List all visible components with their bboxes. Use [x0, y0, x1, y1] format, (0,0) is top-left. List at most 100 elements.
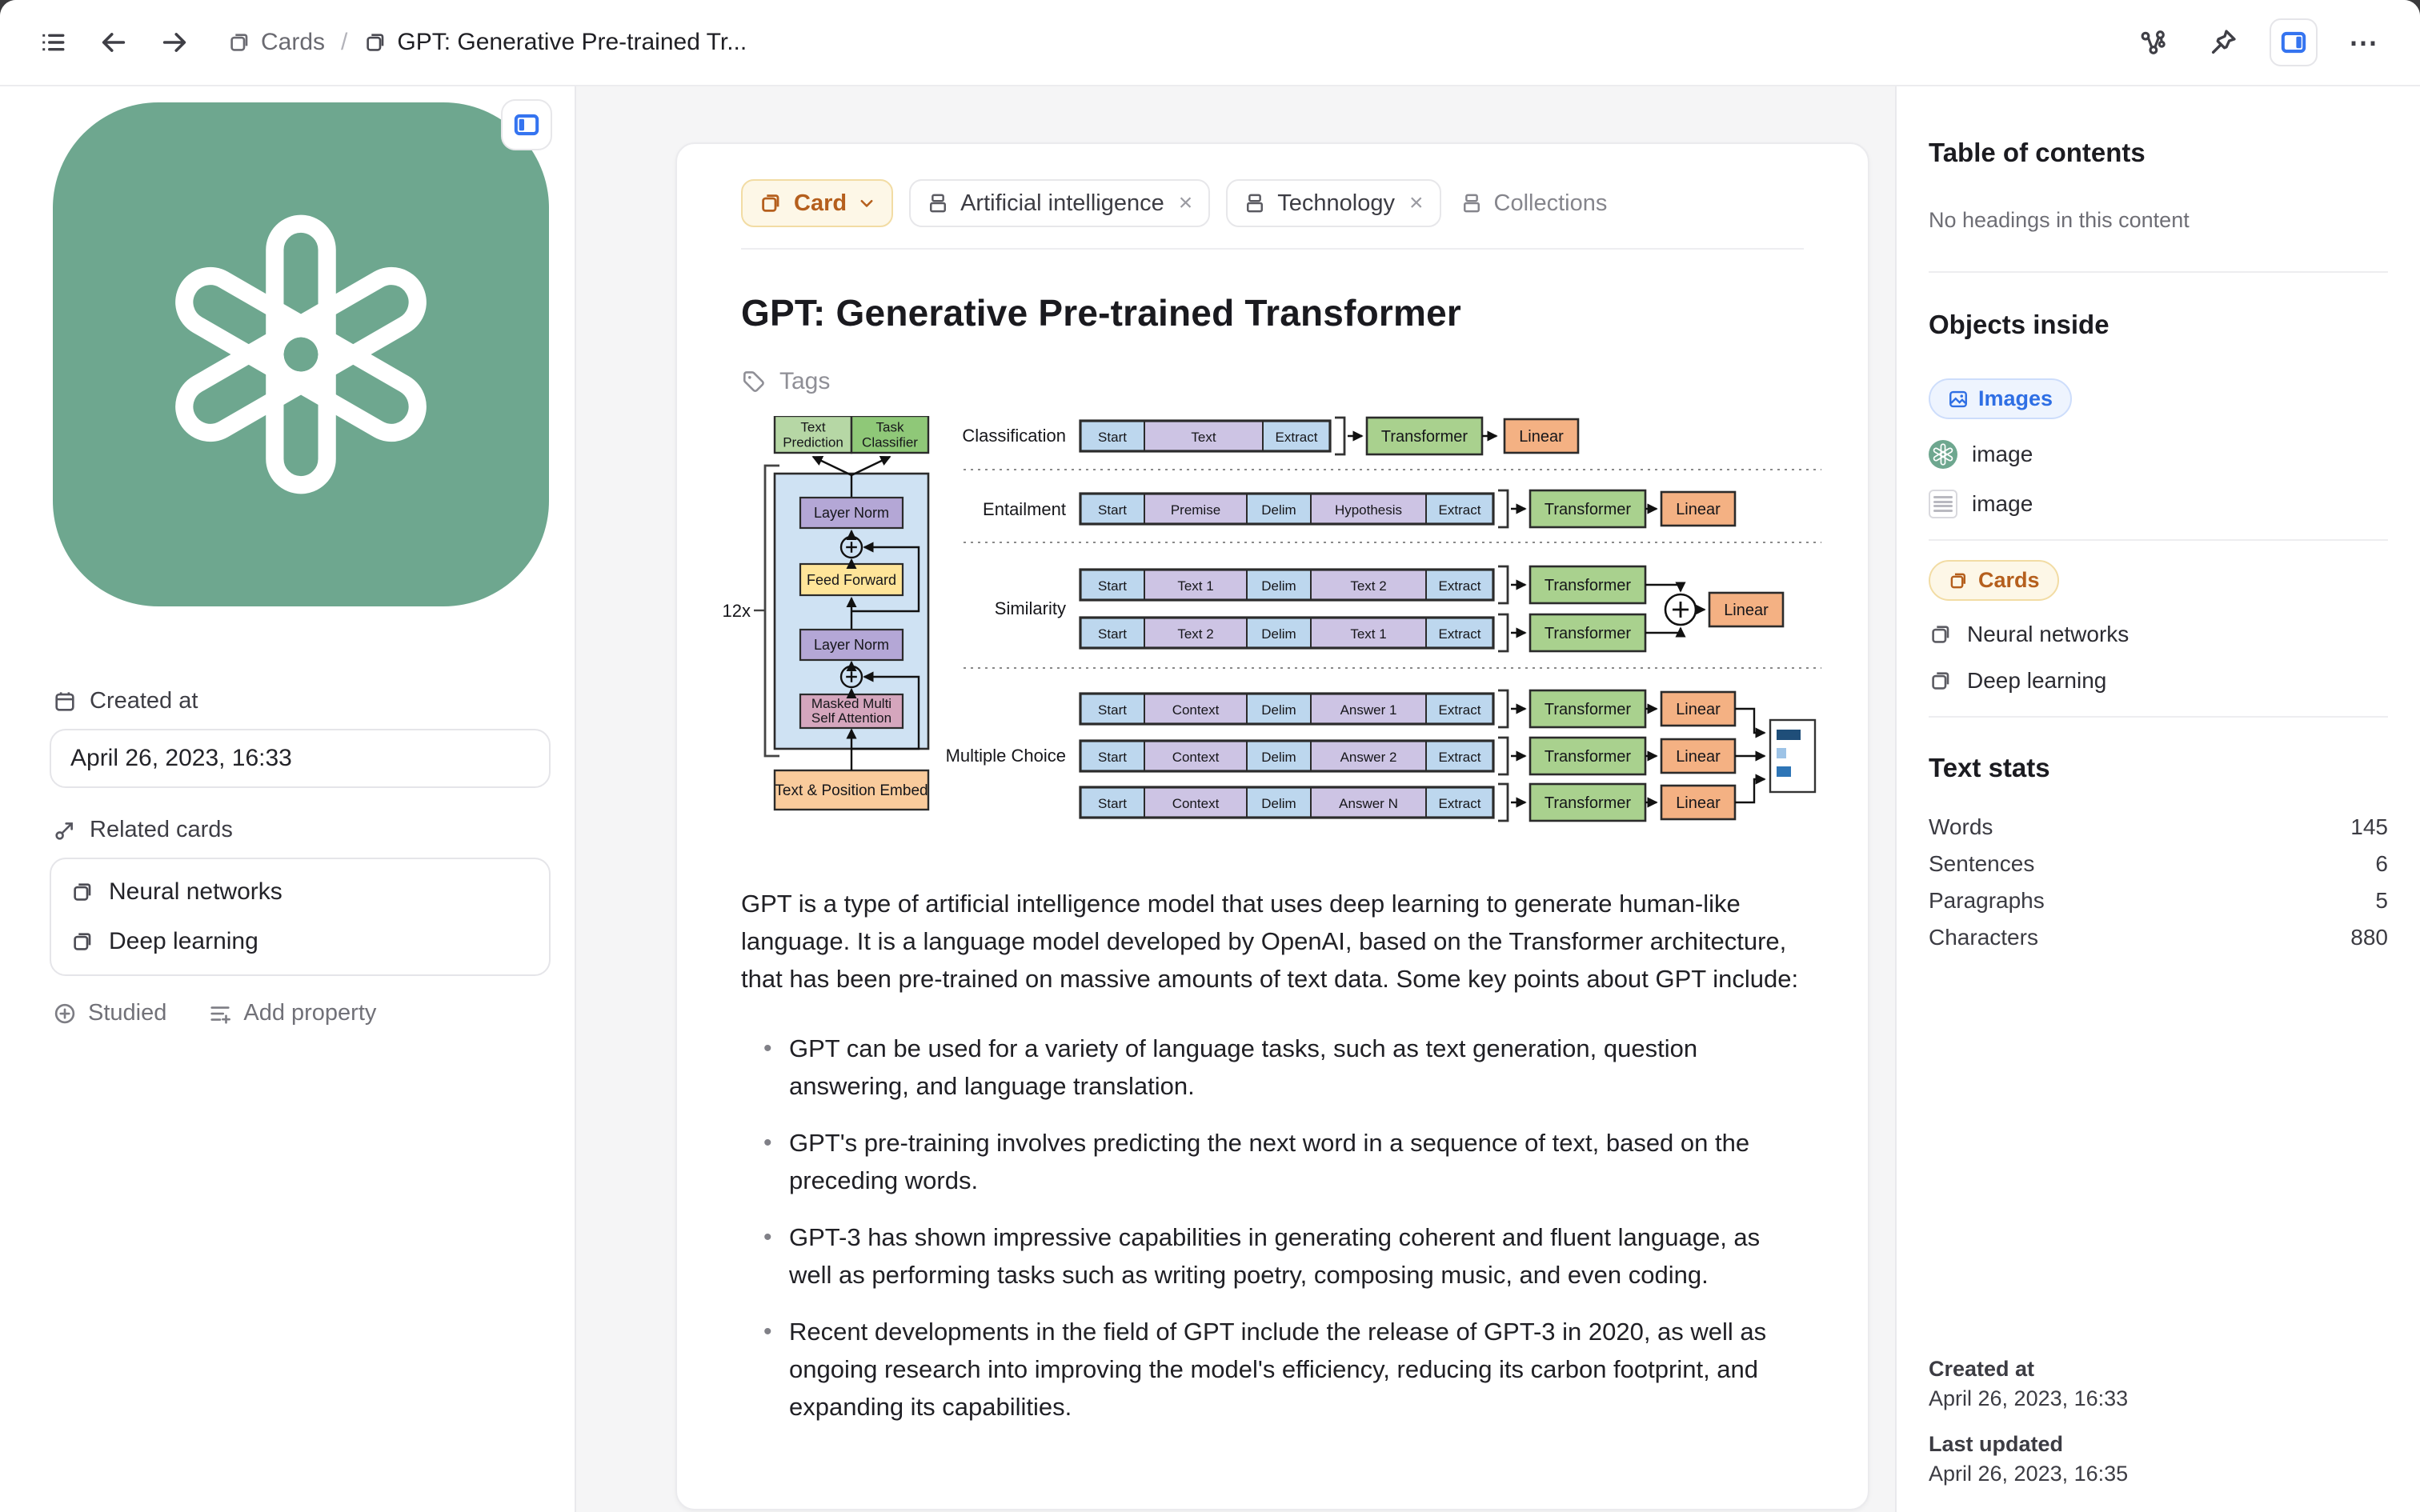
openai-knot-icon [117, 170, 485, 538]
token-cell-label: Premise [1171, 502, 1220, 518]
masked-self-attention-box [799, 693, 904, 730]
token-cell-label: Delim [1261, 702, 1296, 718]
collections-button[interactable]: Collections [1457, 179, 1611, 227]
token-cell-label: Start [1098, 750, 1127, 765]
graph-icon [2138, 28, 2167, 57]
related-card-deep-learning[interactable]: Deep learning [51, 917, 549, 966]
diagram-mini-thumbnail [1929, 490, 1957, 518]
objects-inside-heading: Objects inside [1929, 310, 2109, 339]
created-at-value-field[interactable]: April 26, 2023, 16:33 [50, 729, 551, 788]
stat-row-words: Words 145 [1929, 809, 2388, 846]
card-type-chip[interactable]: Card [741, 179, 894, 227]
related-card-neural-networks[interactable]: Neural networks [51, 867, 549, 917]
collections-label: Collections [1493, 190, 1608, 216]
document-meta: Created at April 26, 2023, 16:33 Last up… [1929, 1357, 2388, 1486]
openai-logo-image[interactable] [53, 102, 549, 606]
layer-norm-box [799, 496, 904, 530]
task-classifier-box [850, 416, 930, 454]
pin-button[interactable] [2199, 18, 2247, 66]
list-menu-button[interactable] [29, 18, 77, 66]
token-cell-label: Extract [1439, 796, 1481, 811]
toggle-right-sidebar-button[interactable] [2270, 18, 2318, 66]
forward-button[interactable] [150, 18, 198, 66]
feed-forward-label: Feed Forward [807, 572, 896, 588]
card-icon [363, 30, 387, 54]
object-item-label: Neural networks [1967, 622, 2130, 646]
token-cell-label: Start [1098, 430, 1127, 445]
text-stats-heading: Text stats [1929, 753, 2050, 782]
gpt-architecture-figure-image[interactable]: 12x Text Prediction Task Classifier [720, 416, 1821, 856]
remove-tag-button[interactable]: × [1178, 190, 1193, 216]
transformer-box-label: Transformer [1545, 748, 1632, 766]
bullet-list: GPT can be used for a variety of languag… [741, 1030, 1804, 1426]
layer-norm-box [799, 628, 904, 662]
document-card: Card Artificial intelligence × [675, 142, 1869, 1510]
transformer-box-label: Transformer [1545, 577, 1632, 594]
token-cell-label: Delim [1261, 578, 1296, 594]
graph-view-button[interactable] [2129, 18, 2177, 66]
meta-created-at-value: April 26, 2023, 16:33 [1929, 1386, 2129, 1410]
token-cell-label: Delim [1261, 796, 1296, 811]
object-item-label: Deep learning [1967, 668, 2107, 693]
cards-chip-label: Cards [1978, 568, 2040, 592]
related-cards-label: Related cards [90, 817, 233, 842]
tag-chip-artificial-intelligence[interactable]: Artificial intelligence × [909, 179, 1211, 227]
plus-circle-icon [53, 1002, 77, 1026]
app-body: Created at April 26, 2023, 16:33 Related… [0, 86, 2420, 1512]
add-property-button[interactable]: Add property [208, 1000, 376, 1026]
stat-value: 145 [2350, 814, 2388, 839]
stat-label: Words [1929, 814, 1993, 839]
images-chip-label: Images [1978, 386, 2053, 410]
object-item-label: image [1972, 491, 2033, 516]
similarity-rows: Similarity Start Text 1 Delim Text 2 Ext… [995, 565, 1785, 653]
images-group-chip[interactable]: Images [1929, 378, 2073, 419]
token-cell-label: Start [1098, 796, 1127, 811]
text-position-embed-label: Text & Position Embed [775, 782, 928, 799]
card-icon [1929, 622, 1953, 646]
related-card-label: Deep learning [109, 928, 258, 954]
add-property-label: Add property [243, 1000, 377, 1026]
expand-panel-button[interactable] [501, 99, 552, 150]
task-classifier-label: Task [876, 420, 904, 435]
back-button[interactable] [90, 18, 138, 66]
remove-tag-button[interactable]: × [1409, 190, 1424, 216]
breadcrumb-separator: / [341, 29, 348, 55]
object-item-image-1[interactable]: image [1929, 440, 2388, 469]
token-cell-label: Extract [1439, 578, 1481, 594]
classification-label: Classification [962, 426, 1066, 446]
breadcrumb-current[interactable]: GPT: Generative Pre-trained Tr... [363, 29, 747, 56]
breadcrumb-cards[interactable]: Cards [227, 29, 325, 56]
object-item-neural-networks[interactable]: Neural networks [1929, 622, 2388, 647]
arrow-left-icon [99, 28, 128, 57]
meta-last-updated-value: April 26, 2023, 16:35 [1929, 1462, 2129, 1486]
divider [741, 248, 1804, 250]
text-prediction-label: Prediction [783, 434, 843, 450]
more-button[interactable]: ⋯ [2340, 18, 2388, 66]
link-icon [53, 818, 77, 842]
cards-group-chip[interactable]: Cards [1929, 560, 2059, 601]
bullet-item: GPT's pre-training involves predicting t… [763, 1124, 1804, 1199]
token-cell-label: Text 2 [1177, 626, 1213, 642]
meta-created-at-label: Created at [1929, 1357, 2035, 1381]
right-panel: Table of contents No headings in this co… [1895, 86, 2420, 1512]
tag-chip-technology[interactable]: Technology × [1226, 179, 1441, 227]
chevron-down-icon [858, 194, 875, 212]
card-icon [1929, 669, 1953, 693]
studied-property-button[interactable]: Studied [53, 1000, 166, 1026]
pin-icon [2209, 28, 2238, 57]
stat-row-paragraphs: Paragraphs 5 [1929, 882, 2388, 919]
object-item-deep-learning[interactable]: Deep learning [1929, 668, 2388, 694]
transformer-box-label: Transformer [1545, 794, 1632, 812]
tags-section-row[interactable]: Tags [741, 368, 1804, 395]
repeat-bracket [763, 464, 779, 758]
token-cell-label: Text 1 [1177, 578, 1213, 594]
token-cell-label: Context [1172, 750, 1220, 765]
collection-icon [927, 192, 949, 214]
object-item-image-2[interactable]: image [1929, 490, 2388, 518]
tag-icon [741, 369, 767, 394]
arrow-right-icon [160, 28, 189, 57]
layer-norm-label: Layer Norm [814, 505, 889, 521]
meta-last-updated-label: Last updated [1929, 1432, 2064, 1456]
layer-norm-label: Layer Norm [814, 637, 889, 653]
